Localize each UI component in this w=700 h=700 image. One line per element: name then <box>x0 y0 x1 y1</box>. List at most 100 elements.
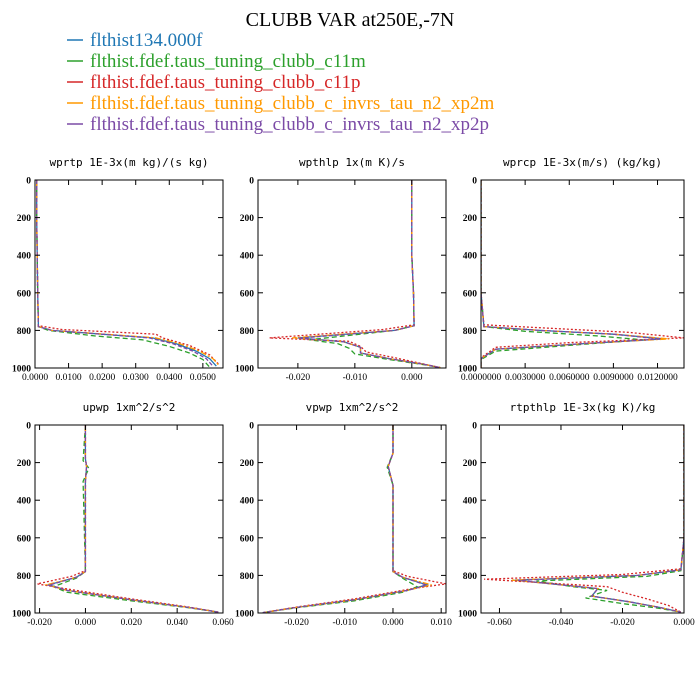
y-tick-label: 800 <box>17 327 32 337</box>
y-tick-label: 200 <box>463 214 478 224</box>
series-line <box>484 425 684 613</box>
plot-frame <box>480 179 685 369</box>
plot-frame <box>257 179 447 369</box>
y-tick-label: 1000 <box>235 610 254 620</box>
y-tick-label: 600 <box>17 289 32 299</box>
y-tick-label: 800 <box>240 327 255 337</box>
y-tick-label: 200 <box>463 459 478 469</box>
x-tick-label: -0.060 <box>487 618 512 628</box>
x-tick-label: -0.010 <box>343 373 368 383</box>
series-line <box>36 180 221 366</box>
legend-entry: flthist134.000f <box>90 30 203 51</box>
panel-title: wpthlp 1x(m K)/s <box>299 156 405 169</box>
panel-2: wpthlp 1x(m K)/s -0.020 -0.010 0.000 0 200 400… <box>235 156 447 383</box>
x-tick-label: 0.020 <box>121 618 143 628</box>
y-tick-label: 400 <box>463 252 478 262</box>
series-line <box>43 425 219 613</box>
x-tick-label: -0.020 <box>27 618 52 628</box>
series-line <box>37 425 219 613</box>
series-line <box>36 180 214 367</box>
y-tick-label: 800 <box>240 572 255 582</box>
x-tick-label: 0.000 <box>382 618 404 628</box>
panel-title: upwp 1xm^2/s^2 <box>83 401 176 414</box>
y-tick-label: 800 <box>463 572 478 582</box>
series-line <box>36 180 221 367</box>
y-tick-label: 400 <box>240 252 255 262</box>
y-tick-label: 0 <box>472 422 477 432</box>
legend-entry: flthist.fdef.taus_tuning_clubb_c_invrs_t… <box>90 114 489 135</box>
y-tick-label: 1000 <box>12 365 31 375</box>
legend-entry: flthist.fdef.taus_tuning_clubb_c11p <box>90 72 361 93</box>
x-tick-label: -0.040 <box>549 618 574 628</box>
x-tick-label: 0.0030000 <box>505 373 546 383</box>
plot-frame <box>257 424 447 614</box>
series-line <box>51 425 219 613</box>
figure-title: CLUBB VAR at250E,-7N <box>246 9 455 31</box>
y-tick-label: 600 <box>240 534 255 544</box>
y-tick-label: 0 <box>472 177 477 187</box>
x-tick-label: 0.040 <box>166 618 188 628</box>
y-tick-label: 400 <box>240 497 255 507</box>
panels-grid: wprtp 1E-3x(m kg)/(s kg)0.0000 0.0100 0.02… <box>12 156 695 628</box>
series-line <box>262 425 429 613</box>
series-line <box>481 180 643 368</box>
legend-entry: flthist.fdef.taus_tuning_clubb_c11m <box>90 51 366 72</box>
x-tick-label: 0.0120000 <box>637 373 678 383</box>
y-tick-label: 400 <box>17 252 32 262</box>
series-line <box>262 425 432 613</box>
y-tick-label: 200 <box>240 459 255 469</box>
series-line <box>262 425 446 613</box>
y-tick-label: 800 <box>463 327 478 337</box>
panel-5: vpwp 1xm^2/s^2 -0.020 -0.010 0.000 0.010 0 200… <box>235 401 452 628</box>
y-tick-label: 0 <box>249 177 254 187</box>
series-line <box>46 425 219 613</box>
y-tick-label: 400 <box>463 497 478 507</box>
series-line <box>262 425 419 613</box>
x-tick-label: 0.0000000 <box>461 373 502 383</box>
y-tick-label: 0 <box>26 422 31 432</box>
y-tick-label: 1000 <box>458 365 477 375</box>
y-tick-label: 1000 <box>458 610 477 620</box>
series-line <box>517 425 684 613</box>
series-group <box>269 180 441 368</box>
x-tick-label: 0.000 <box>75 618 97 628</box>
x-tick-label: 0.000 <box>401 373 423 383</box>
x-tick-label: -0.020 <box>284 618 309 628</box>
panel-3: wprcp 1E-3x(m/s) (kg/kg) 0.0000000 0.00300… <box>458 156 685 383</box>
legend: flthist134.000fflthist.fdef.taus_tuning_… <box>67 30 494 135</box>
y-tick-label: 1000 <box>235 365 254 375</box>
series-group <box>262 425 446 613</box>
panel-6: rtpthlp 1E-3x(kg K)/kg -0.060 -0.040 -0.020… <box>458 401 695 628</box>
panel-4: upwp 1xm^2/s^2 -0.020 0.000 0.020 0.040 0.060… <box>12 401 234 628</box>
x-tick-label: 0.0000 <box>22 373 48 383</box>
series-line <box>262 425 429 613</box>
series-line <box>481 180 661 368</box>
x-tick-label: 0.0400 <box>156 373 182 383</box>
x-tick-label: 0.0500 <box>190 373 216 383</box>
x-tick-label: 0.0100 <box>56 373 82 383</box>
series-group <box>481 180 684 368</box>
y-tick-label: 400 <box>17 497 32 507</box>
series-group <box>37 425 219 613</box>
x-tick-label: 0.010 <box>430 618 452 628</box>
y-tick-label: 600 <box>240 289 255 299</box>
y-tick-label: 200 <box>240 214 255 224</box>
y-tick-label: 800 <box>17 572 32 582</box>
x-tick-label: 0.0090000 <box>593 373 634 383</box>
series-line <box>297 180 441 368</box>
x-tick-label: -0.020 <box>610 618 635 628</box>
y-tick-label: 600 <box>17 534 32 544</box>
plot-frame <box>34 424 224 614</box>
y-tick-label: 600 <box>463 534 478 544</box>
series-line <box>511 425 684 613</box>
series-group <box>484 425 684 613</box>
series-line <box>309 180 441 368</box>
x-tick-label: 0.0300 <box>123 373 149 383</box>
x-tick-label: -0.010 <box>332 618 357 628</box>
series-line <box>269 180 441 368</box>
y-tick-label: 0 <box>249 422 254 432</box>
x-tick-label: 0.0060000 <box>549 373 590 383</box>
y-tick-label: 200 <box>17 214 32 224</box>
y-tick-label: 200 <box>17 459 32 469</box>
panel-title: wprcp 1E-3x(m/s) (kg/kg) <box>503 156 662 169</box>
